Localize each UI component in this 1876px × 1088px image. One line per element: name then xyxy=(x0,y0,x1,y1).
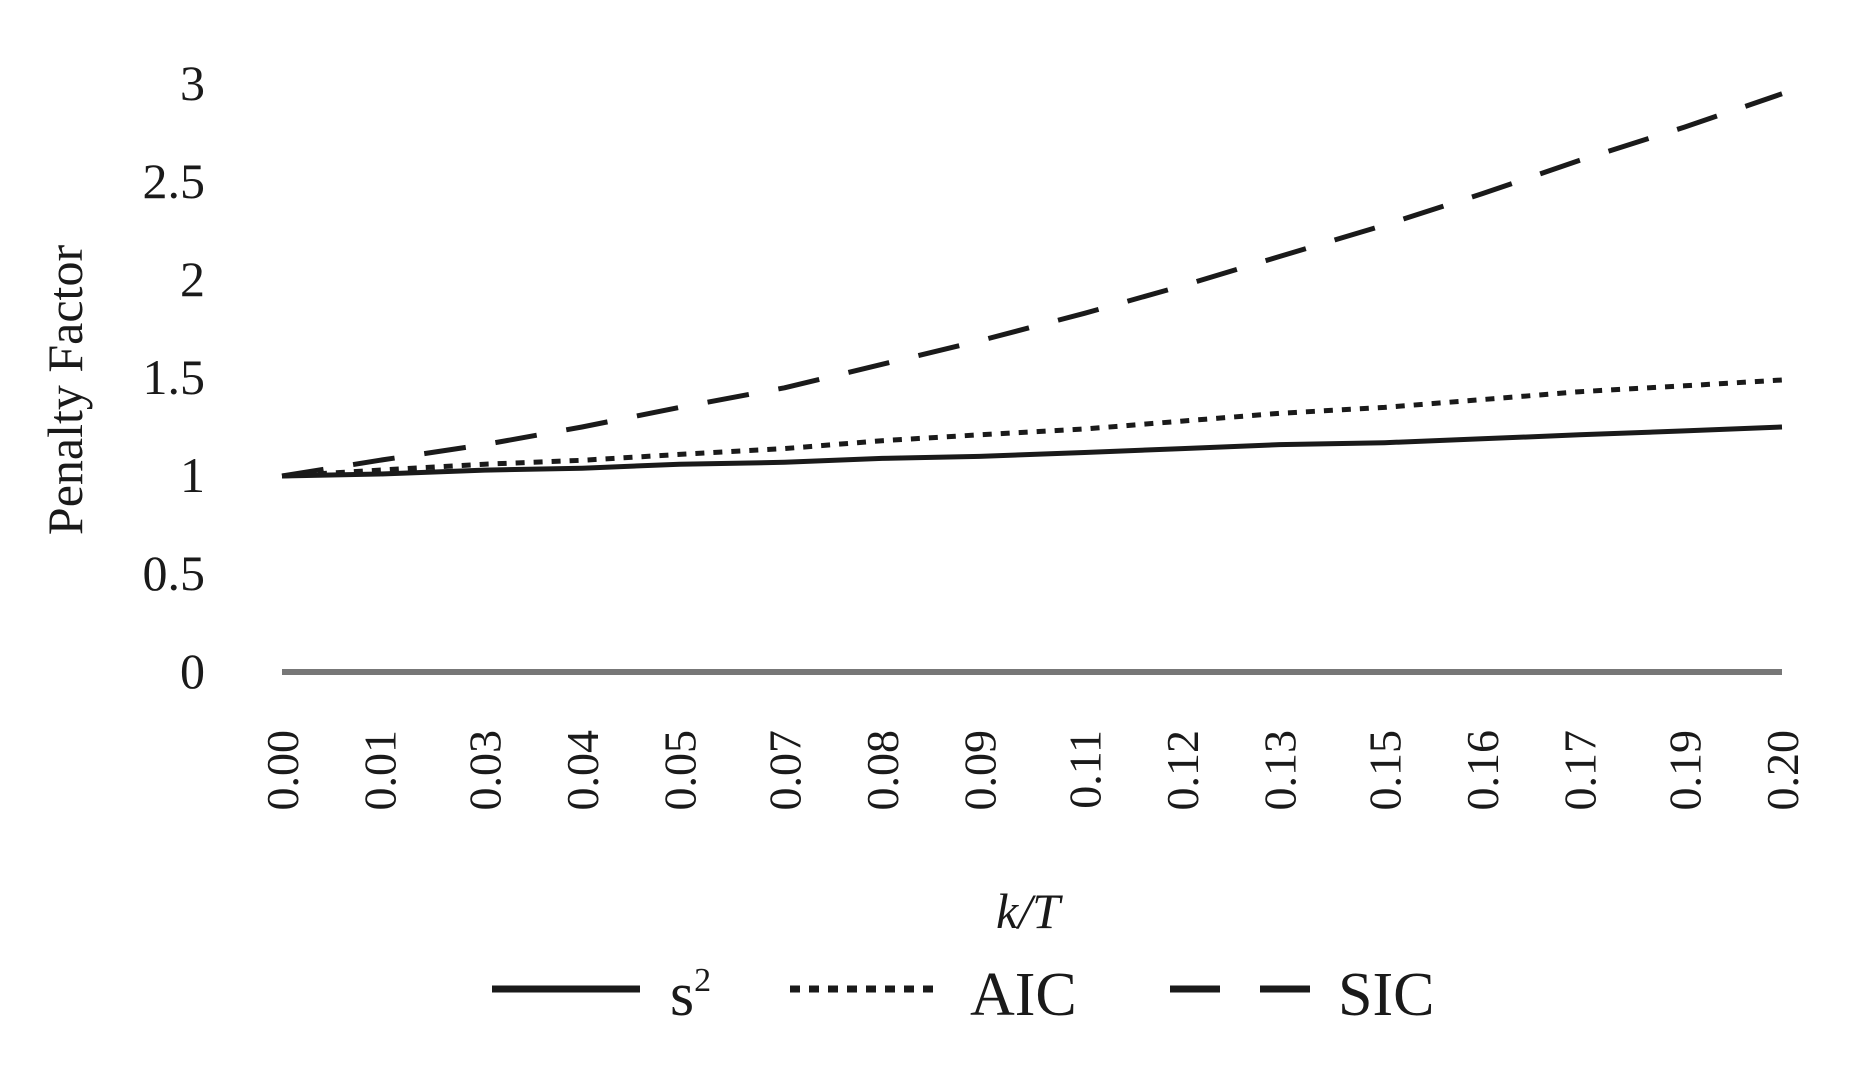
x-tick-label: 0.17 xyxy=(1555,730,1606,811)
x-tick-label: 0.11 xyxy=(1060,730,1111,809)
y-tick-label: 2 xyxy=(180,251,205,307)
y-axis-ticks: 0 0.5 1 1.5 2 2.5 3 xyxy=(143,55,206,699)
series-line-s xyxy=(281,424,1783,479)
y-tick-label: 2.5 xyxy=(143,153,206,209)
x-tick-label: 0.00 xyxy=(257,730,308,811)
x-tick-label: 0.20 xyxy=(1757,730,1808,811)
series-line-aic xyxy=(281,377,1783,479)
y-axis-title: Penalty Factor xyxy=(37,245,93,536)
y-tick-label: 3 xyxy=(180,55,205,111)
y-tick-label: 1 xyxy=(180,447,205,503)
x-tick-label: 0.13 xyxy=(1255,730,1306,811)
x-tick-label: 0.05 xyxy=(655,730,706,811)
y-tick-label: 0 xyxy=(180,643,205,699)
x-tick-label: 0.04 xyxy=(557,730,608,811)
x-tick-label: 0.03 xyxy=(460,730,511,811)
x-tick-label: 0.19 xyxy=(1660,730,1711,811)
x-tick-label: 0.09 xyxy=(955,730,1006,811)
y-tick-label: 1.5 xyxy=(143,349,206,405)
x-tick-label: 0.16 xyxy=(1457,730,1508,811)
x-axis-title: k/T xyxy=(996,883,1063,939)
series-lines xyxy=(281,91,1783,479)
x-tick-label: 0.07 xyxy=(760,730,811,811)
legend-label-s: s2 xyxy=(670,961,711,1029)
legend-label-sic: SIC xyxy=(1338,961,1434,1029)
y-tick-label: 0.5 xyxy=(143,545,206,601)
x-tick-label: 0.01 xyxy=(355,730,406,811)
x-tick-label: 0.12 xyxy=(1157,730,1208,811)
legend: s2 AIC SIC xyxy=(492,961,1434,1029)
x-tick-label: 0.08 xyxy=(857,730,908,811)
legend-label-aic: AIC xyxy=(970,961,1077,1029)
series-line-sic xyxy=(281,91,1783,479)
x-tick-label: 0.15 xyxy=(1360,730,1411,811)
x-axis-ticks: 0.00 0.01 0.03 0.04 0.05 0.07 0.08 0.09 0.11 0.12… xyxy=(257,730,1808,811)
